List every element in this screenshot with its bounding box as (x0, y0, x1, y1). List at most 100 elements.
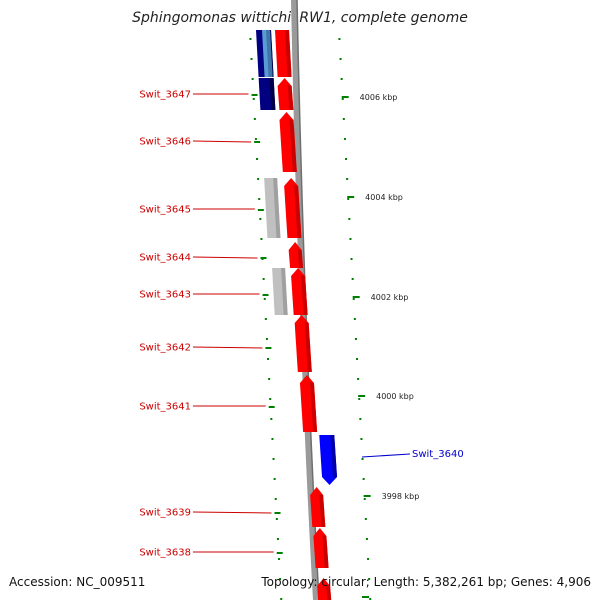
scale-label: 4004 kbp (365, 193, 403, 202)
gene-label-left: Swit_3642 (139, 343, 191, 354)
tick-dot-left (260, 238, 263, 240)
gene-tick-mark (265, 347, 272, 349)
gene-tick-mark (262, 294, 269, 296)
tick-dot-right (348, 218, 351, 220)
tick-dot-left (262, 278, 265, 280)
tick-dot-right (338, 38, 341, 40)
gene-label-left: Swit_3647 (139, 90, 191, 101)
tick-dot-right (354, 338, 357, 340)
gene-tick-mark (274, 512, 281, 514)
map-title: Sphingomonas wittichii RW1, complete gen… (132, 10, 468, 26)
gene-label-left: Swit_3638 (139, 548, 191, 559)
gene-lightblue-top (262, 30, 273, 77)
tick-dot-right (356, 358, 359, 360)
gene-tick-mark (268, 406, 275, 408)
gene-label-right: Swit_3640 (412, 449, 464, 460)
tick-dot-left (254, 138, 257, 140)
tick-dot-right (365, 538, 368, 540)
scale-label: 4000 kbp (376, 392, 414, 401)
tick-dot-right (343, 138, 346, 140)
gene-tick-mark (254, 141, 261, 143)
tick-dot-right (341, 98, 344, 100)
accession-text: Accession: NC_009511 (9, 575, 146, 589)
tick-dot-left (250, 58, 253, 60)
scale-tick (362, 596, 369, 598)
tick-dot-right (347, 198, 350, 200)
gene-red-3645 (284, 178, 302, 238)
tick-dot-left (264, 318, 267, 320)
gene-label-line (361, 453, 411, 458)
tick-dot-left (274, 498, 277, 500)
gene-red-3639 (310, 487, 326, 527)
tick-dot-left (258, 198, 261, 200)
tick-dot-right (359, 418, 362, 420)
tick-dot-left (272, 458, 275, 460)
tick-dot-right (369, 598, 372, 600)
gene-tick-mark (257, 209, 264, 211)
tick-dot-left (269, 398, 272, 400)
tick-dot-left (279, 578, 282, 580)
gene-label-left: Swit_3641 (139, 402, 191, 413)
tick-dot-right (339, 58, 342, 60)
gene-label-line (192, 256, 258, 259)
gene-label-left: Swit_3639 (139, 508, 191, 519)
gene-red-3638 (313, 528, 329, 568)
tick-dot-left (252, 98, 255, 100)
tick-dot-left (251, 78, 254, 80)
gene-label-left: Swit_3646 (139, 137, 191, 148)
tick-dot-left (276, 538, 279, 540)
tick-dot-right (345, 158, 348, 160)
gene-label-line (192, 511, 272, 514)
gene-label-line (192, 140, 252, 143)
tick-dot-left (280, 598, 283, 600)
tick-dot-right (364, 518, 367, 520)
gene-blue-3640 (319, 435, 338, 485)
tick-dot-right (349, 238, 352, 240)
tick-dot-left (259, 218, 262, 220)
tick-dot-right (350, 258, 353, 260)
gene-red-3644 (288, 242, 304, 268)
tick-dot-left (253, 118, 256, 120)
tick-dot-right (342, 118, 345, 120)
tick-dot-right (340, 78, 343, 80)
tick-dot-right (357, 378, 360, 380)
scale-tick (347, 196, 355, 198)
scale-tick (358, 395, 366, 397)
tick-dot-right (358, 398, 361, 400)
tick-dot-left (256, 158, 259, 160)
label-layer: Swit_3647 Swit_3646 Swit_3645 Swit_3644 Swit… (139, 90, 464, 598)
gene-red-3642 (294, 315, 312, 372)
gene-red-top (275, 30, 292, 77)
tick-layer (249, 38, 372, 600)
tick-dot-right (352, 298, 355, 300)
gene-navy-3647 (258, 78, 276, 110)
tick-dot-right (367, 558, 370, 560)
gene-gray-3643 (272, 268, 288, 315)
gene-red-3641 (299, 375, 318, 432)
tick-dot-left (265, 338, 268, 340)
gene-red-bottom (317, 578, 332, 600)
scale-tick (341, 96, 349, 98)
scale-tick (363, 495, 371, 497)
gene-label-line (192, 346, 263, 349)
scale-tick (352, 296, 360, 298)
tick-dot-left (257, 178, 260, 180)
tick-dot-right (346, 178, 349, 180)
tick-dot-right (351, 278, 354, 280)
genome-summary-text: Topology: circular; Length: 5,382,261 bp… (261, 575, 591, 589)
scale-label: 4006 kbp (360, 93, 398, 102)
tick-dot-left (273, 478, 276, 480)
tick-dot-left (275, 518, 278, 520)
scale-label: 4002 kbp (371, 293, 409, 302)
gene-tick-mark (260, 257, 267, 259)
gene-label-left: Swit_3644 (139, 253, 191, 264)
tick-dot-left (268, 378, 271, 380)
gene-label-left: Swit_3643 (139, 290, 191, 301)
tick-dot-left (270, 418, 273, 420)
scale-label: 3998 kbp (382, 492, 420, 501)
gene-red-3647 (277, 78, 294, 110)
tick-dot-right (362, 478, 365, 480)
tick-dot-left (263, 298, 266, 300)
tick-dot-right (363, 498, 366, 500)
